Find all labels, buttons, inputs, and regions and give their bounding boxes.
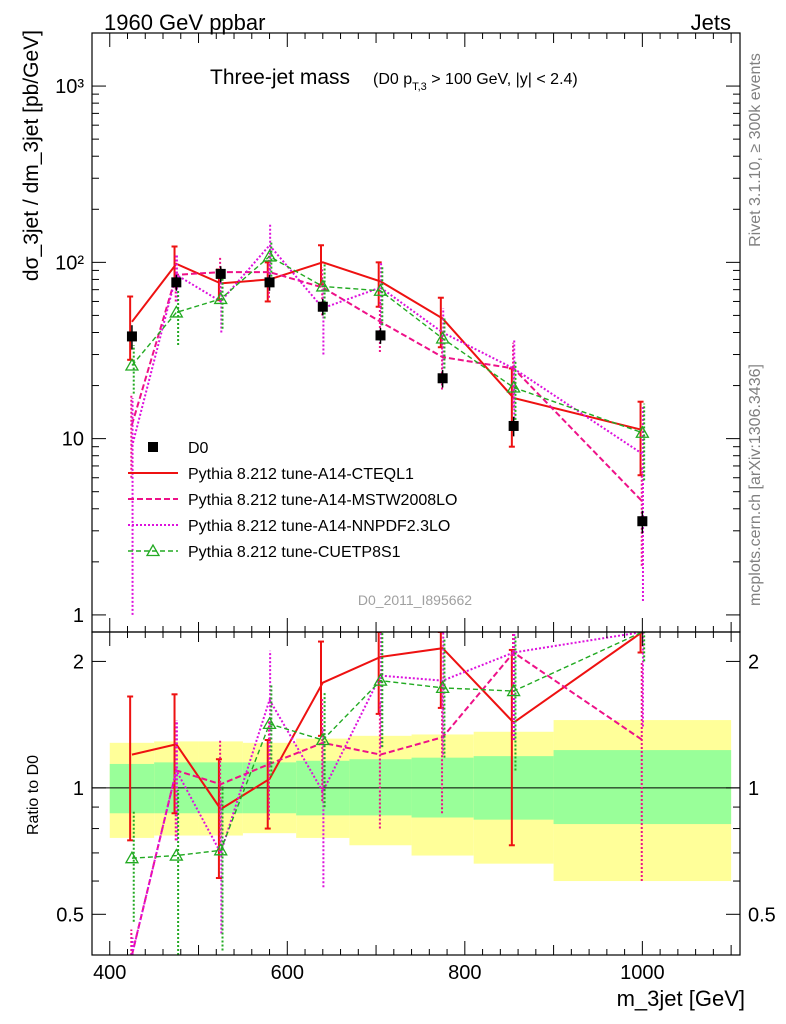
series-line [130, 271, 644, 503]
series-line [130, 632, 643, 955]
header-left: 1960 GeV ppbar [104, 10, 265, 35]
legend-item: Pythia 8.212 tune-A14-MSTW2008LO [128, 492, 457, 509]
upper-panel [124, 224, 650, 615]
lower-y-tick-label: 0.5 [56, 904, 84, 926]
main-title: Three-jet mass [210, 66, 350, 89]
legend-swatch-marker [145, 543, 161, 557]
lower-y-tick-label-right: 0.5 [748, 904, 776, 926]
data-point [637, 516, 648, 527]
legend-item: D0 [148, 440, 209, 457]
main-subtitle: (D0 pT,3 > 100 GeV, |y| < 2.4) [373, 71, 578, 93]
series-marker [435, 680, 450, 694]
series-group-3 [124, 632, 646, 955]
upper-frame [91, 32, 741, 633]
x-tick-label: 1000 [620, 962, 665, 984]
series-marker [435, 331, 450, 344]
series-marker [506, 683, 521, 697]
legend-swatch-data [148, 442, 158, 452]
upper-y-tick-label: 1 [73, 605, 84, 627]
legend-item: Pythia 8.212 tune-CUETP8S1 [128, 543, 401, 561]
side-rivet-label: Rivet 3.1.10, ≥ 300k events [747, 53, 764, 247]
legend-item: Pythia 8.212 tune-A14-CTEQL1 [128, 466, 414, 483]
series-line [130, 243, 643, 455]
data-point [126, 331, 137, 342]
upper-y-axis-title: dσ_3jet / dm_3jet [pb/GeV] [20, 30, 43, 281]
data-point [264, 277, 275, 288]
legend-label: Pythia 8.212 tune-A14-NNPDF2.3LO [188, 518, 450, 535]
series-marker [373, 283, 388, 296]
series-marker [169, 305, 184, 318]
legend-label: Pythia 8.212 tune-A14-CTEQL1 [188, 466, 414, 483]
series-marker [124, 358, 140, 371]
series-marker [124, 850, 140, 864]
data-point [317, 301, 328, 312]
legend-item: Pythia 8.212 tune-A14-NNPDF2.3LO [128, 518, 450, 535]
series-line [131, 632, 643, 811]
x-tick-label: 400 [93, 962, 126, 984]
upper-y-tick-label: 10³ [55, 76, 84, 98]
series-line [131, 632, 643, 859]
upper-y-tick-label: 10 [62, 429, 84, 451]
lower-y-tick-label-right: 1 [748, 778, 759, 800]
header-right: Jets [691, 10, 731, 35]
side-mcplots-label: mcplots.cern.ch [arXiv:1306.3436] [747, 364, 764, 606]
series-line [131, 261, 643, 431]
upper-y-tick-label: 10² [55, 252, 84, 274]
data-point [171, 277, 182, 288]
series-marker [262, 716, 277, 730]
data-point [215, 268, 226, 279]
series-marker [262, 249, 277, 262]
series-group-0 [127, 244, 644, 477]
lower-y-tick-label: 1 [73, 778, 84, 800]
uncertainty-band-inner [109, 763, 155, 814]
series-marker [315, 732, 330, 746]
series-marker [213, 843, 228, 856]
lower-y-axis-title: Ratio to D0 [25, 755, 42, 835]
legend-label: D0 [188, 440, 209, 457]
x-tick-label: 600 [271, 962, 304, 984]
data-point [375, 330, 386, 341]
series-marker [213, 291, 228, 305]
series-group-2 [130, 224, 644, 615]
legend-label: Pythia 8.212 tune-A14-MSTW2008LO [188, 492, 457, 509]
series-marker [506, 380, 521, 393]
data-point [508, 420, 519, 431]
legend: D0 Pythia 8.212 tune-A14-CTEQL1 Pythia 8.2… [128, 440, 457, 561]
x-axis-title: m_3jet [GeV] [617, 986, 745, 1011]
lower-curves [124, 632, 646, 955]
series-marker [315, 279, 330, 292]
lower-y-tick-label: 2 [73, 651, 84, 673]
series-marker [169, 848, 184, 861]
series-marker [373, 673, 388, 686]
series-line [131, 255, 643, 434]
x-tick-label: 800 [448, 962, 481, 984]
data-point [437, 373, 448, 384]
legend-label: Pythia 8.212 tune-CUETP8S1 [188, 544, 401, 561]
lower-y-tick-label-right: 2 [748, 651, 759, 673]
analysis-id: D0_2011_I895662 [358, 592, 472, 608]
lower-frame [91, 631, 741, 956]
series-marker [635, 425, 650, 438]
